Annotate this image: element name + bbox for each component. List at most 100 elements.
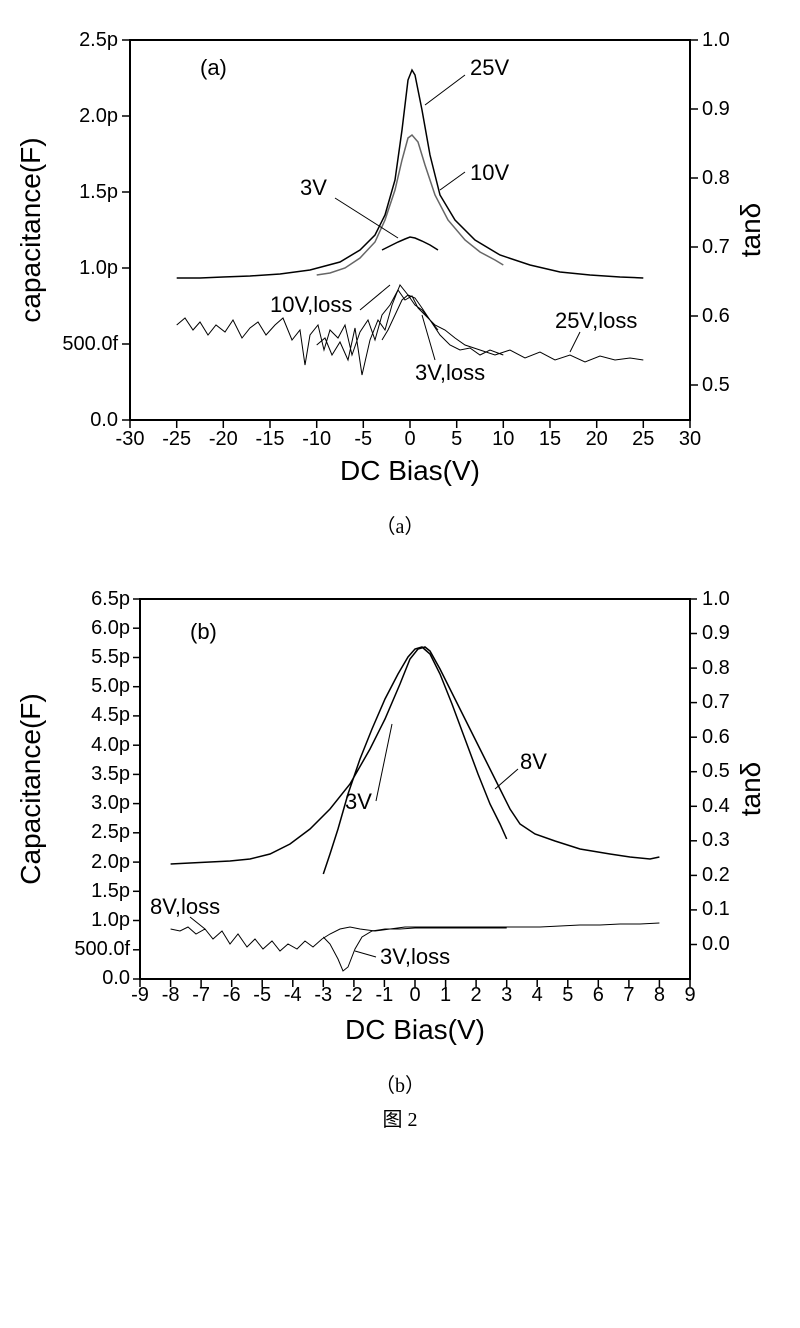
svg-text:0.9: 0.9 [702,622,730,644]
svg-text:1.0: 1.0 [702,588,730,610]
svg-text:3: 3 [501,984,512,1006]
svg-text:-5: -5 [253,984,271,1006]
svg-text:-30: -30 [116,428,145,450]
svg-text:-4: -4 [284,984,302,1006]
svg-text:0.2: 0.2 [702,864,730,886]
svg-text:-15: -15 [256,428,285,450]
y-right-axis-label-b: tanδ [735,762,766,817]
subplot-caption-a: （a） [10,510,790,539]
y-left-labels: 0.0 500.0f 1.0p 1.5p 2.0p 2.5p [62,29,118,431]
label-25v: 25V [470,55,509,80]
svg-text:30: 30 [679,428,701,450]
x-axis-label-b: DC Bias(V) [345,1014,485,1045]
svg-text:-8: -8 [162,984,180,1006]
svg-text:-25: -25 [162,428,191,450]
y-left-axis-label: capacitance(F) [15,137,46,322]
label-3v-b: 3V [345,789,372,814]
y-right-labels: 0.5 0.6 0.7 0.8 0.9 1.0 [702,29,730,396]
svg-text:6: 6 [593,984,604,1006]
label-3v-loss: 3V,loss [415,360,485,385]
svg-text:15: 15 [539,428,561,450]
svg-text:2.5p: 2.5p [79,29,118,51]
svg-text:0.0: 0.0 [90,409,118,431]
svg-text:1: 1 [440,984,451,1006]
svg-text:0.1: 0.1 [702,898,730,920]
label-8v-loss: 8V,loss [150,894,220,919]
y-left-ticks-b [133,599,140,979]
svg-text:3.5p: 3.5p [91,763,130,785]
label-3v: 3V [300,175,327,200]
svg-text:25: 25 [632,428,654,450]
svg-text:1.0: 1.0 [702,29,730,51]
svg-text:5.0p: 5.0p [91,675,130,697]
svg-text:5: 5 [451,428,462,450]
svg-text:-1: -1 [376,984,394,1006]
svg-text:10: 10 [492,428,514,450]
y-left-ticks [122,40,130,420]
svg-text:500.0f: 500.0f [62,333,118,355]
svg-text:0.8: 0.8 [702,657,730,679]
svg-text:-3: -3 [314,984,332,1006]
label-3v-loss-b: 3V,loss [380,944,450,969]
svg-text:2.5p: 2.5p [91,821,130,843]
figure-label: 图 2 [10,1103,790,1132]
chart-b: -9 -8 -7 -6 -5 -4 -3 -2 -1 0 1 2 3 4 5 6… [10,579,790,1132]
svg-text:0.9: 0.9 [702,98,730,120]
svg-text:-7: -7 [192,984,210,1006]
svg-text:5: 5 [562,984,573,1006]
label-10v: 10V [470,160,509,185]
x-ticks [130,420,690,428]
svg-text:-6: -6 [223,984,241,1006]
x-tick-labels: -30 -25 -20 -15 -10 -5 0 5 10 15 20 25 3… [116,428,702,450]
panel-label-b: (b) [190,619,217,644]
svg-text:4: 4 [532,984,543,1006]
label-25v-loss: 25V,loss [555,308,637,333]
svg-text:0.5: 0.5 [702,760,730,782]
subplot-caption-b: （b） [10,1069,790,1098]
svg-text:5.5p: 5.5p [91,646,130,668]
chart-b-svg: -9 -8 -7 -6 -5 -4 -3 -2 -1 0 1 2 3 4 5 6… [10,579,790,1059]
svg-text:6.0p: 6.0p [91,617,130,639]
svg-text:0.0: 0.0 [702,933,730,955]
y-left-axis-label-b: Capacitance(F) [15,693,46,884]
chart-a-svg: -30 -25 -20 -15 -10 -5 0 5 10 15 20 25 3… [10,20,790,500]
y-right-labels-b: 0.0 0.1 0.2 0.3 0.4 0.5 0.6 0.7 0.8 0.9 … [702,588,730,955]
svg-text:20: 20 [586,428,608,450]
svg-text:1.5p: 1.5p [91,880,130,902]
svg-text:-5: -5 [354,428,372,450]
x-tick-labels-b: -9 -8 -7 -6 -5 -4 -3 -2 -1 0 1 2 3 4 5 6… [131,984,695,1006]
svg-text:-9: -9 [131,984,149,1006]
svg-text:-20: -20 [209,428,238,450]
svg-text:0.0: 0.0 [102,967,130,989]
svg-text:7: 7 [623,984,634,1006]
svg-text:0.6: 0.6 [702,305,730,327]
label-10v-loss: 10V,loss [270,292,352,317]
y-right-ticks-b [690,599,697,945]
svg-text:4.0p: 4.0p [91,734,130,756]
svg-text:-2: -2 [345,984,363,1006]
svg-text:6.5p: 6.5p [91,588,130,610]
plot-border [130,40,690,420]
label-8v: 8V [520,749,547,774]
svg-text:0.7: 0.7 [702,691,730,713]
svg-text:0: 0 [409,984,420,1006]
svg-text:4.5p: 4.5p [91,704,130,726]
svg-text:0.5: 0.5 [702,374,730,396]
plot-border [140,599,690,979]
svg-text:3.0p: 3.0p [91,792,130,814]
svg-text:0.4: 0.4 [702,795,730,817]
svg-text:0.8: 0.8 [702,167,730,189]
chart-a: -30 -25 -20 -15 -10 -5 0 5 10 15 20 25 3… [10,20,790,539]
svg-text:0.7: 0.7 [702,236,730,258]
svg-text:0.3: 0.3 [702,829,730,851]
svg-text:2: 2 [471,984,482,1006]
x-axis-label: DC Bias(V) [340,455,480,486]
svg-text:2.0p: 2.0p [91,851,130,873]
svg-text:9: 9 [684,984,695,1006]
svg-text:0: 0 [404,428,415,450]
svg-text:1.0p: 1.0p [91,909,130,931]
svg-text:-10: -10 [302,428,331,450]
svg-text:1.0p: 1.0p [79,257,118,279]
svg-text:500.0f: 500.0f [74,938,130,960]
y-right-axis-label: tanδ [735,203,766,258]
